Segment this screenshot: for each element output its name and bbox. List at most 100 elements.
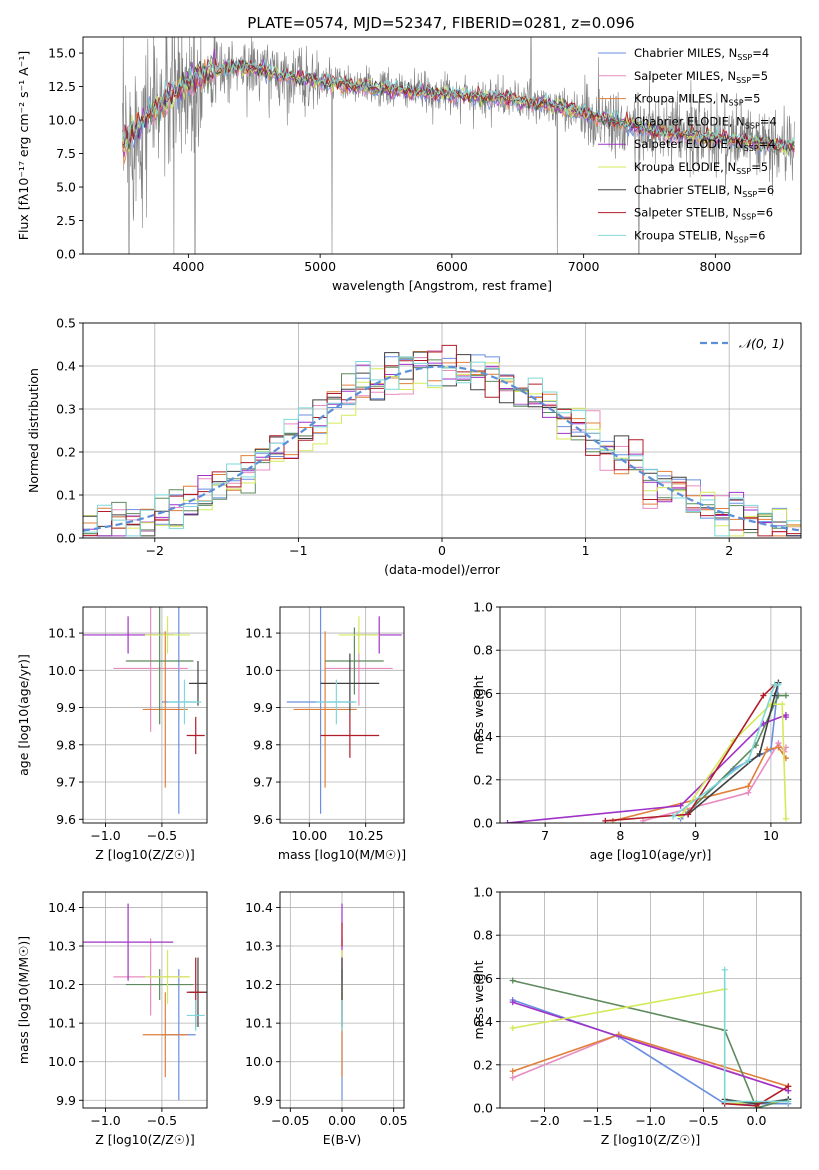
axes-frame bbox=[82, 891, 208, 1109]
histogram-series bbox=[83, 356, 801, 537]
y-tick-label: 7.5 bbox=[56, 146, 76, 161]
weight-marker bbox=[685, 811, 692, 818]
legend-label: Salpeter STELIB, N bbox=[634, 206, 741, 220]
legend-suffix: =5 bbox=[751, 160, 768, 174]
x-axis-label: mass [log10(M/M☉)] bbox=[278, 847, 406, 862]
legend-suffix: =6 bbox=[749, 228, 766, 242]
x-tick-label: 8000 bbox=[699, 259, 731, 274]
weight-marker bbox=[721, 1098, 728, 1105]
y-tick-label: 0.0 bbox=[473, 816, 493, 831]
y-tick-label: 0.0 bbox=[56, 531, 76, 546]
legend-sub: SSP bbox=[742, 190, 757, 199]
panel-mass_vs_ebv: −0.05 0.00 0.05 9.9 10.0 10.1 10.2 10.3 10.4 E(B-… bbox=[245, 891, 408, 1147]
y-tick-label: 9.9 bbox=[253, 700, 273, 715]
y-axis-label: mass weight bbox=[471, 960, 486, 1039]
legend-entry: Chabrier MILES, NSSP=4 bbox=[634, 46, 769, 62]
x-tick-label: 7 bbox=[541, 828, 549, 843]
y-axis-label: mass [log10(M/M☉)] bbox=[16, 936, 31, 1064]
legend-suffix: =6 bbox=[757, 183, 774, 197]
x-axis-label: age [log10(age/yr)] bbox=[590, 847, 712, 862]
axes-frame bbox=[499, 606, 802, 824]
x-tick-label: 0 bbox=[438, 543, 446, 558]
y-tick-label: 0.6 bbox=[473, 686, 493, 701]
weight-marker bbox=[785, 1083, 792, 1090]
weight-marker bbox=[760, 692, 767, 699]
y-tick-label: 10.3 bbox=[48, 939, 76, 954]
weight-series bbox=[512, 1001, 789, 1092]
y-tick-label: 1.0 bbox=[473, 885, 493, 900]
legend-entry: Salpeter STELIB, NSSP=6 bbox=[634, 206, 773, 222]
axes-frame bbox=[82, 36, 802, 255]
legend-label: Salpeter ELODIE, N bbox=[634, 137, 744, 151]
legend-label: Kroupa MILES, N bbox=[634, 92, 729, 106]
x-axis-label: Z [log10(Z/Z☉)] bbox=[95, 1132, 195, 1147]
weight-marker bbox=[677, 802, 684, 809]
weight-marker bbox=[779, 701, 786, 708]
weight-marker bbox=[509, 1068, 516, 1075]
y-tick-label: 9.9 bbox=[56, 1093, 76, 1108]
y-axis-label: age [log10(age/yr)] bbox=[16, 654, 31, 776]
y-tick-label: 1.0 bbox=[473, 600, 493, 615]
y-tick-label: 0.4 bbox=[56, 359, 76, 374]
x-tick-label: 10.00 bbox=[291, 828, 327, 843]
legend-sub: SSP bbox=[736, 167, 751, 176]
y-tick-label: 10.0 bbox=[48, 1054, 76, 1069]
weight-marker bbox=[771, 692, 778, 699]
y-tick-label: 15.0 bbox=[48, 46, 76, 61]
legend-label: Chabrier MILES, N bbox=[634, 46, 737, 60]
x-tick-label: 0.05 bbox=[380, 1113, 408, 1128]
legend-sub: SSP bbox=[744, 144, 759, 153]
x-axis-label: E(B-V) bbox=[323, 1132, 362, 1147]
y-tick-label: 10.2 bbox=[245, 977, 273, 992]
y-tick-label: 10.1 bbox=[48, 626, 76, 641]
x-axis-label: Z [log10(Z/Z☉)] bbox=[95, 847, 195, 862]
x-tick-label: 10 bbox=[763, 828, 779, 843]
y-tick-label: 0.3 bbox=[56, 402, 76, 417]
x-tick-label: 0.00 bbox=[328, 1113, 356, 1128]
y-tick-label: 0.6 bbox=[473, 971, 493, 986]
legend-sub: SSP bbox=[737, 53, 752, 62]
plot-area bbox=[83, 344, 801, 537]
legend-suffix: =6 bbox=[756, 206, 773, 220]
legend-label: Chabrier STELIB, N bbox=[634, 183, 742, 197]
plot-area bbox=[122, 37, 795, 254]
y-axis-label: Normed distribution bbox=[26, 368, 41, 493]
legend-label: Chabrier ELODIE, N bbox=[634, 114, 745, 128]
legend-entry: Salpeter MILES, NSSP=5 bbox=[634, 69, 768, 85]
x-tick-label: −1.0 bbox=[90, 828, 120, 843]
weight-marker bbox=[745, 783, 752, 790]
y-tick-label: 10.0 bbox=[245, 1054, 273, 1069]
weight-marker bbox=[764, 746, 771, 753]
legend-sub: SSP bbox=[729, 99, 744, 108]
y-axis-label: mass weight bbox=[471, 675, 486, 754]
legend: Chabrier MILES, NSSP=4 Salpeter MILES, NS… bbox=[598, 46, 777, 244]
x-tick-label: −1 bbox=[289, 543, 307, 558]
x-tick-label: 6000 bbox=[436, 259, 468, 274]
y-tick-label: 2.5 bbox=[56, 213, 76, 228]
x-tick-label: 2 bbox=[725, 543, 733, 558]
legend-sub: SSP bbox=[745, 121, 760, 130]
legend-entry: Chabrier STELIB, NSSP=6 bbox=[634, 183, 774, 199]
x-tick-label: −2 bbox=[146, 543, 164, 558]
legend-label: Kroupa STELIB, N bbox=[634, 228, 734, 242]
y-tick-label: 10.4 bbox=[48, 900, 76, 915]
legend-entry: Kroupa STELIB, NSSP=6 bbox=[634, 228, 765, 244]
y-tick-label: 9.8 bbox=[253, 737, 273, 752]
x-tick-label: −1.0 bbox=[90, 1113, 120, 1128]
legend-label: Kroupa ELODIE, N bbox=[634, 160, 736, 174]
panel-weight_vs_Z: −2.0 −1.5 −1.0 −0.5 0.0 0.0 0.2 0.4 0.6 0.8 1.0 Z [… bbox=[471, 885, 802, 1147]
x-tick-label: 0.0 bbox=[747, 1113, 767, 1128]
legend-entry: Chabrier ELODIE, NSSP=4 bbox=[634, 114, 777, 130]
plot-area bbox=[504, 679, 789, 823]
x-tick-label: −2.0 bbox=[529, 1113, 559, 1128]
plot-area bbox=[286, 607, 402, 814]
y-tick-label: 9.6 bbox=[56, 812, 76, 827]
y-tick-label: 0.2 bbox=[473, 1057, 493, 1072]
weight-series bbox=[605, 684, 776, 822]
plot-area bbox=[509, 966, 792, 1108]
x-tick-label: 8 bbox=[616, 828, 624, 843]
panel-age_vs_mass: 10.00 10.25 9.6 9.7 9.8 9.9 10.0 10.1 mass [log1… bbox=[245, 606, 406, 862]
y-tick-label: 10.0 bbox=[245, 663, 273, 678]
legend-sub: SSP bbox=[741, 213, 756, 222]
